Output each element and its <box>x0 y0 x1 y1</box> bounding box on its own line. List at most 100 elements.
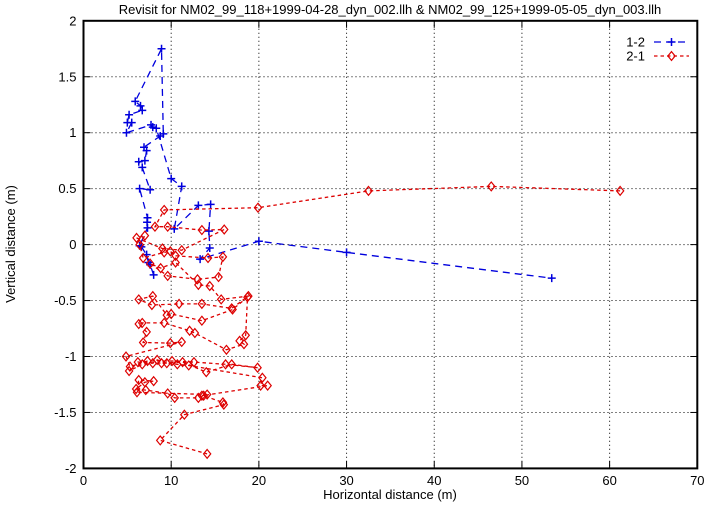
diamond-marker <box>135 239 144 250</box>
diamond-marker <box>216 294 226 305</box>
diamond-marker <box>134 374 144 386</box>
diamond-marker <box>218 251 228 263</box>
plus-marker <box>148 123 157 132</box>
diamond-marker <box>163 388 173 399</box>
diamond-marker <box>125 361 135 372</box>
diamond-marker <box>163 221 173 233</box>
plus-marker <box>131 97 140 106</box>
diamond-marker <box>197 315 207 327</box>
y-tick-label--1.5: -1.5 <box>54 405 76 420</box>
y-tick-label-1.5: 1.5 <box>58 69 76 84</box>
diamond-marker <box>147 299 157 311</box>
x-tick-label-50: 50 <box>515 473 529 488</box>
diamond-marker <box>205 280 215 292</box>
y-tick-label--1: -1 <box>65 349 77 364</box>
diamond-marker <box>167 355 177 367</box>
diamond-marker <box>124 365 134 377</box>
diamond-marker <box>163 270 173 282</box>
diamond-marker <box>219 399 229 410</box>
diamond-marker <box>177 336 187 348</box>
plus-marker <box>140 156 149 165</box>
diamond-marker <box>162 357 172 369</box>
diamond-marker <box>199 390 209 402</box>
diamond-marker <box>253 202 263 214</box>
diamond-marker <box>179 409 189 421</box>
plus-marker <box>194 201 203 210</box>
diamond-marker <box>253 362 262 374</box>
diamond-marker <box>258 372 267 384</box>
diamond-marker <box>134 294 144 305</box>
tick-labels: 0 10 20 30 40 50 60 70 -2 -1.5 -1 -0.5 0 0.5 1 1.5 2 <box>54 13 704 488</box>
diamond-marker <box>218 397 228 408</box>
diamond-marker <box>203 252 213 264</box>
diamond-marker <box>241 329 251 341</box>
diamond-marker <box>193 273 202 285</box>
plus-marker <box>206 200 215 209</box>
plus-marker <box>152 124 161 133</box>
diamond-marker <box>149 375 159 387</box>
diamond-marker <box>162 309 172 321</box>
chart-title: Revisit for NM02_99_118+1999-04-28_dyn_0… <box>119 2 662 17</box>
diamond-marker <box>243 291 252 303</box>
diamond-marker <box>239 338 249 350</box>
plus-marker <box>122 128 131 137</box>
diamond-marker <box>148 290 158 302</box>
plus-marker <box>138 106 147 115</box>
diamond-marker <box>227 358 237 370</box>
diamond-marker <box>165 245 175 257</box>
y-tick-label--0.5: -0.5 <box>54 293 76 308</box>
diamond-marker <box>172 358 182 370</box>
x-tick-label-0: 0 <box>80 473 87 488</box>
diamond-marker <box>159 204 169 216</box>
diamond-marker <box>197 224 207 236</box>
plus-marker <box>177 182 186 191</box>
plus-marker <box>159 129 168 138</box>
series-line-1-2 <box>125 48 552 279</box>
diamond-marker <box>263 380 273 391</box>
plus-marker <box>125 110 134 119</box>
plus-marker <box>254 237 263 246</box>
diamond-marker <box>152 354 162 366</box>
diamond-marker <box>177 244 187 256</box>
legend: 1-2 2-1 <box>626 35 689 64</box>
diamond-marker <box>228 304 237 315</box>
plus-marker <box>134 157 143 166</box>
plus-marker <box>146 185 155 194</box>
x-tick-label-60: 60 <box>602 473 616 488</box>
diamond-marker <box>142 326 152 338</box>
diamond-marker <box>138 337 148 348</box>
plot-border <box>82 19 699 470</box>
diamond-marker <box>615 185 625 197</box>
diamond-marker <box>138 252 148 264</box>
x-tick-label-30: 30 <box>339 473 353 488</box>
diamond-marker <box>174 298 184 310</box>
diamond-marker <box>202 448 212 460</box>
diamond-marker <box>141 384 151 396</box>
diamond-marker <box>137 358 147 370</box>
diamond-marker <box>197 298 207 310</box>
diamond-marker <box>235 335 244 347</box>
x-tick-label-70: 70 <box>690 473 704 488</box>
diamond-marker <box>171 250 180 262</box>
legend-label-1-2: 1-2 <box>626 35 645 50</box>
series-markers-2-1 <box>121 181 625 460</box>
plus-marker <box>127 118 136 127</box>
diamond-marker <box>219 224 229 235</box>
plus-marker <box>547 274 556 283</box>
plus-marker <box>205 243 214 252</box>
y-tick-label-0: 0 <box>69 237 76 252</box>
diamond-marker <box>201 366 211 378</box>
diamond-marker <box>159 317 169 329</box>
diamond-marker <box>486 181 496 192</box>
x-axis-label: Horizontal distance (m) <box>323 487 457 502</box>
y-axis-label: Vertical distance (m) <box>3 185 18 303</box>
x-tick-label-20: 20 <box>252 473 266 488</box>
diamond-marker <box>155 435 165 446</box>
legend-marker-2-1 <box>667 50 676 62</box>
diamond-marker <box>189 356 199 368</box>
diamond-marker <box>222 344 231 356</box>
diamond-marker <box>364 185 373 197</box>
plus-marker <box>140 143 149 152</box>
plus-marker <box>149 270 158 279</box>
diamond-marker <box>166 308 176 320</box>
